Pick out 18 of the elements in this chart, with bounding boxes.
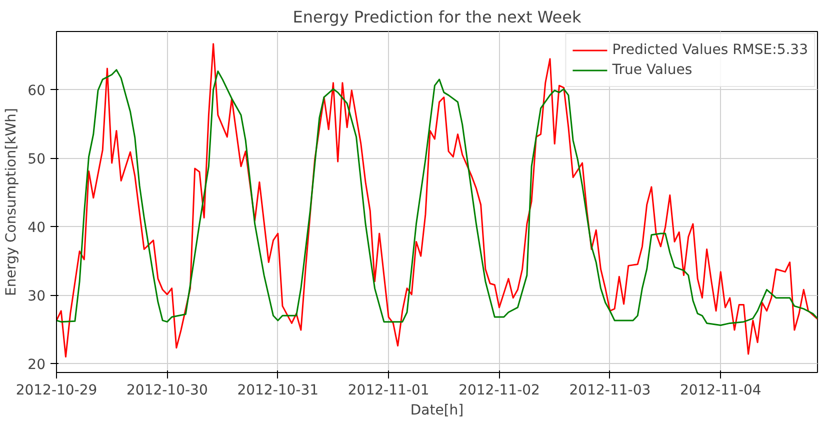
y-tick-label: 40 xyxy=(28,220,46,236)
x-tick-label: 2012-10-30 xyxy=(126,382,208,398)
chart-title: Energy Prediction for the next Week xyxy=(292,8,582,26)
x-tick-label: 2012-11-04 xyxy=(680,382,762,398)
x-tick-label: 2012-10-29 xyxy=(16,382,98,398)
y-tick-label: 20 xyxy=(28,357,46,374)
x-axis-title: Date[h] xyxy=(410,402,464,418)
x-tick-label: 2012-11-03 xyxy=(569,382,651,398)
legend-label: True Values xyxy=(612,62,692,78)
y-tick-label: 60 xyxy=(28,83,46,100)
y-axis-title: Energy Consumption[kWh] xyxy=(4,108,20,296)
line-series xyxy=(56,43,818,358)
x-tick-label: 2012-11-01 xyxy=(348,382,430,398)
y-tick-label: 30 xyxy=(28,288,46,305)
legend-label: Predicted Values RMSE:5.33 xyxy=(612,42,808,58)
x-tick-label: 2012-11-02 xyxy=(458,382,540,398)
y-tick-label: 50 xyxy=(28,152,46,168)
x-tick-label: 2012-10-31 xyxy=(237,382,319,398)
